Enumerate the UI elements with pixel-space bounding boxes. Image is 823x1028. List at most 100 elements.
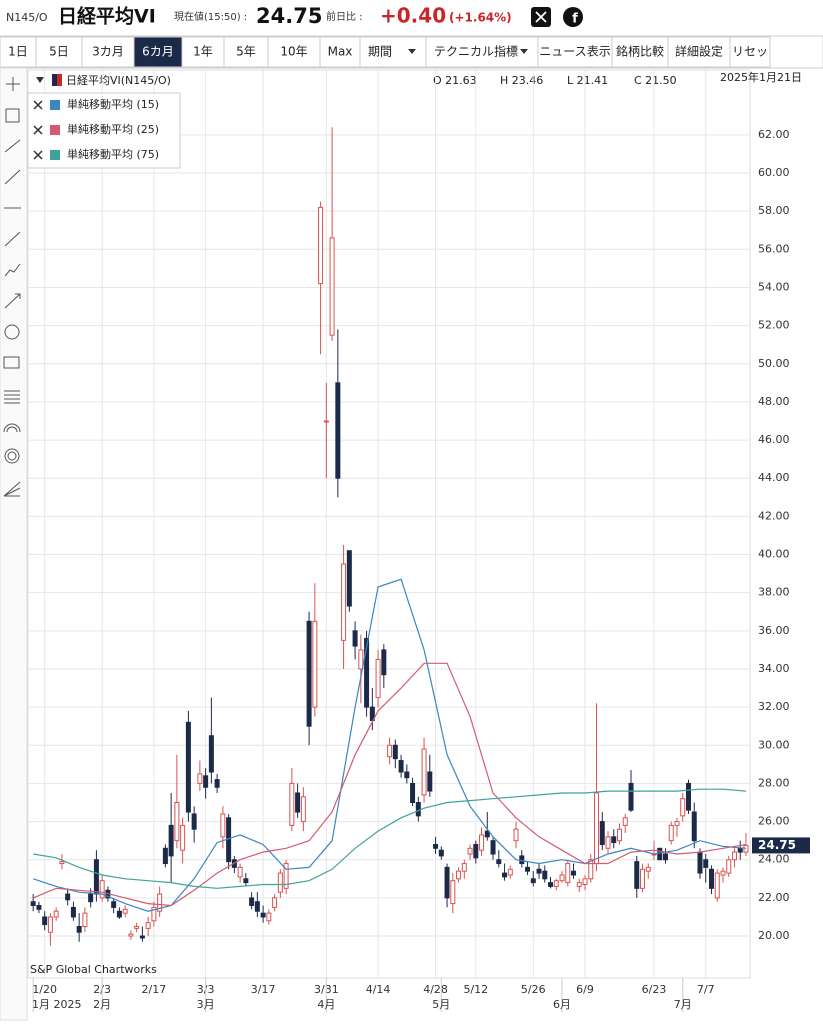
candle-body: [93, 859, 99, 895]
candle-body: [306, 620, 312, 727]
legend-remove[interactable]: [33, 150, 43, 160]
candle-body: [553, 880, 559, 887]
tool-lines[interactable]: [4, 390, 20, 404]
candle-body: [685, 782, 691, 811]
tool-circle[interactable]: [4, 324, 20, 340]
plot-frame: [27, 69, 751, 979]
legend-remove[interactable]: [33, 125, 43, 135]
candle-body: [513, 828, 519, 842]
tab-label: リセッ: [732, 45, 768, 59]
tool-arc[interactable]: [3, 423, 21, 433]
candle-body: [139, 935, 145, 939]
candle-body: [36, 905, 42, 910]
candle-body: [369, 706, 375, 721]
candle-body: [162, 847, 168, 865]
tab-label: 詳細設定: [675, 44, 723, 59]
y-tick-label: 58.00: [758, 204, 790, 217]
facebook-icon[interactable]: [563, 7, 583, 27]
candle-body: [444, 866, 450, 899]
candle-body: [398, 760, 404, 773]
candle-body: [88, 893, 94, 903]
candle-body: [461, 863, 467, 872]
candle-body: [404, 771, 410, 779]
tool-arrow[interactable]: [4, 293, 21, 309]
symbol-swatch-a: [52, 74, 57, 86]
candle-body: [415, 802, 421, 817]
candle-body: [65, 893, 71, 901]
tab[interactable]: [267, 36, 321, 68]
candle-body: [364, 637, 370, 708]
tab[interactable]: [35, 36, 83, 68]
candle-body: [565, 863, 571, 884]
tab[interactable]: [133, 36, 183, 68]
tool-rings[interactable]: [4, 448, 20, 464]
y-tick-label: 56.00: [758, 242, 790, 255]
y-tick-label: 32.00: [758, 700, 790, 713]
tab-label: 10年: [280, 45, 307, 59]
tab-label: ニュース表示: [539, 45, 610, 59]
candle-body: [594, 792, 600, 865]
tool-line[interactable]: [4, 139, 21, 153]
y-tick-label: 24.00: [758, 853, 790, 866]
candle-body: [243, 878, 249, 884]
candle-body: [720, 870, 726, 876]
tab[interactable]: [359, 36, 427, 68]
legend-remove[interactable]: [33, 100, 43, 110]
candle-body: [559, 874, 565, 882]
candle-body: [450, 880, 456, 905]
tool-rect[interactable]: [3, 356, 20, 369]
symbol: 日経平均VI(N145/O): [66, 74, 171, 87]
y-tick-label: 60.00: [758, 166, 790, 179]
tab[interactable]: [0, 36, 37, 68]
candle-body: [157, 893, 163, 912]
legend-swatch: [50, 150, 60, 160]
candle-body: [145, 922, 151, 929]
candle-body: [289, 782, 295, 826]
candle-body: [737, 847, 743, 853]
change: +0.40: [380, 4, 446, 28]
y-tick-label: 48.00: [758, 395, 790, 408]
candle-body: [640, 868, 646, 889]
candle-body: [731, 851, 737, 861]
dropdown[interactable]: [36, 77, 44, 83]
tab[interactable]: [667, 36, 731, 68]
y-tick-label: 44.00: [758, 471, 790, 484]
tab[interactable]: [425, 36, 539, 68]
y-tick-label: 26.00: [758, 815, 790, 828]
tool-box[interactable]: [5, 108, 20, 123]
tab-label: 5日: [49, 45, 69, 59]
candle-body: [323, 420, 329, 423]
tab[interactable]: [223, 36, 269, 68]
candle-body: [588, 859, 594, 880]
tab[interactable]: [81, 36, 135, 68]
ohlc-high: H 23.46: [500, 74, 543, 87]
y-tick-label: 34.00: [758, 662, 790, 675]
candle-body: [525, 866, 531, 872]
tool-fan[interactable]: [3, 481, 21, 497]
tab[interactable]: [729, 36, 771, 68]
month-label: 4月: [317, 998, 335, 1011]
month-label: 5月: [432, 998, 450, 1011]
last-price-tag: [752, 837, 810, 854]
ohlc-low: L 21.41: [567, 74, 608, 87]
candle-body: [714, 872, 720, 899]
candle-body: [99, 880, 105, 899]
tab-label: テクニカル指標: [434, 44, 518, 59]
x-tick-label: 1/20: [32, 983, 57, 996]
candle-body: [530, 878, 536, 884]
tool-cross[interactable]: [6, 77, 20, 91]
candle-body: [645, 866, 651, 872]
y-tick-label: 30.00: [758, 738, 790, 751]
tool-ray[interactable]: [4, 231, 21, 247]
candle-body: [59, 861, 65, 865]
candle-body: [134, 925, 140, 929]
candle-body: [277, 872, 283, 893]
candle-body: [300, 796, 306, 823]
tool-poly[interactable]: [4, 263, 21, 277]
tab-label: 5年: [236, 45, 256, 59]
tool-fib[interactable]: [4, 169, 21, 185]
candle-body: [467, 847, 473, 855]
tab[interactable]: [537, 36, 613, 68]
tab[interactable]: [319, 36, 361, 68]
candle-body: [657, 847, 663, 861]
